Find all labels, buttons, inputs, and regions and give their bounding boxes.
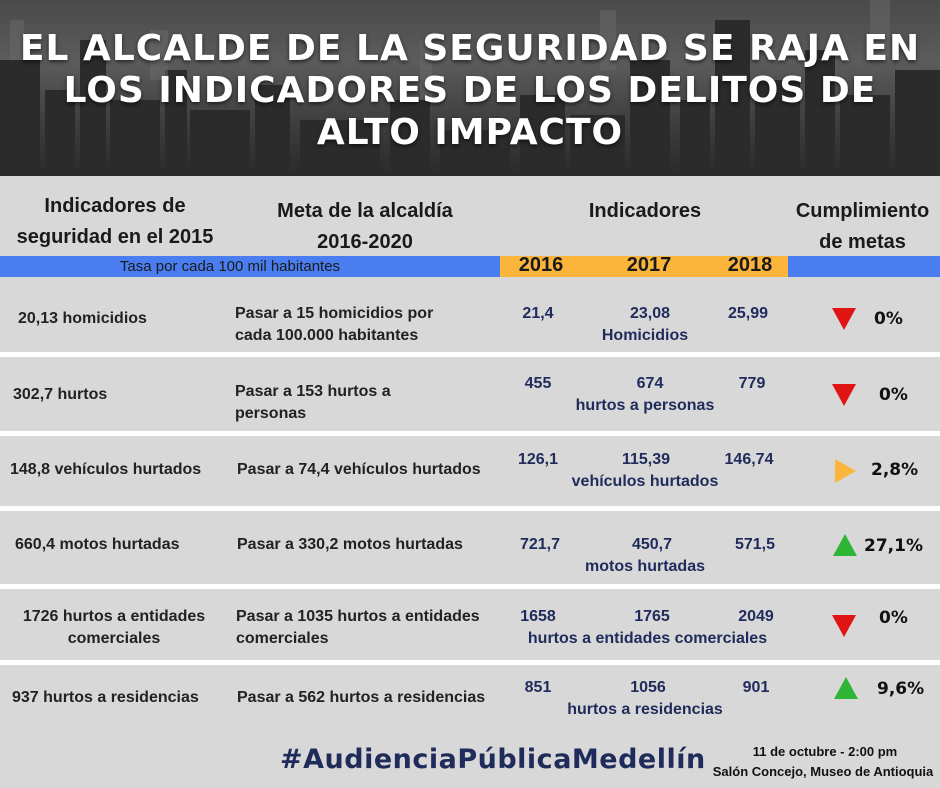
header-banner: EL ALCALDE DE LA SEGURIDAD SE RAJA EN LO…	[0, 0, 940, 176]
value-2017: 23,08	[629, 305, 671, 322]
baseline-cell: 937 hurtos a residencias	[12, 689, 199, 706]
column-header-line: Indicadores de	[44, 195, 186, 217]
value-2016: 126,1	[517, 451, 559, 468]
column-header-compliance: Cumplimiento de metas	[785, 196, 940, 258]
banner-title-line: LOS INDICADORES DE LOS DELITOS DE	[63, 70, 877, 111]
compliance-band	[788, 256, 940, 277]
year-2017: 2017	[626, 254, 672, 276]
goal-cell: Pasar a 562 hurtos a residencias	[237, 687, 485, 709]
row-divider	[0, 431, 940, 436]
goal-line: Pasar a 15 homicidios por	[235, 305, 434, 322]
value-2016: 455	[524, 375, 552, 392]
compliance-percent: 27,1%	[864, 536, 923, 556]
trend-right-icon	[835, 459, 856, 483]
banner-title: EL ALCALDE DE LA SEGURIDAD SE RAJA EN LO…	[0, 28, 940, 154]
baseline-cell: 1726 hurtos a entidades comerciales	[14, 606, 214, 650]
goal-line: Pasar a 562 hurtos a residencias	[237, 689, 486, 706]
event-place: Salón Concejo, Museo de Antioquia	[712, 764, 934, 779]
goal-line: personas	[235, 405, 307, 422]
compliance-percent: 9,6%	[877, 679, 925, 699]
rate-note: Tasa por cada 100 mil habitantes	[119, 258, 341, 275]
banner-title-line: EL ALCALDE DE LA SEGURIDAD SE RAJA EN	[19, 28, 921, 69]
goal-line: cada 100.000 habitantes	[235, 327, 419, 344]
value-2018: 146,74	[724, 451, 774, 468]
value-2017: 115,39	[621, 451, 671, 468]
indicator-label: motos hurtadas	[584, 558, 705, 575]
goal-cell: Pasar a 74,4 vehículos hurtados	[237, 459, 481, 481]
compliance-percent: 0%	[874, 309, 903, 329]
value-2016: 851	[524, 679, 552, 696]
column-header-baseline: Indicadores de seguridad en el 2015	[0, 191, 230, 253]
indicator-label: hurtos a residencias	[567, 701, 723, 718]
value-2016: 721,7	[519, 536, 561, 553]
compliance-percent: 0%	[879, 608, 908, 628]
column-header-indicators: Indicadores	[588, 200, 702, 222]
value-2017: 450,7	[631, 536, 673, 553]
goal-cell: Pasar a 153 hurtos a personas	[235, 381, 391, 425]
event-time: 11 de octubre - 2:00 pm	[752, 744, 898, 759]
value-2018: 25,99	[727, 305, 769, 322]
value-2016: 21,4	[522, 305, 554, 322]
years-band	[500, 256, 788, 277]
baseline-cell: 20,13 homicidios	[18, 310, 147, 327]
indicator-label: Homicidios	[601, 327, 689, 344]
indicator-label: hurtos a personas	[575, 397, 715, 414]
goal-line: Pasar a 330,2 motos hurtadas	[237, 536, 463, 553]
baseline-cell: 302,7 hurtos	[13, 386, 108, 403]
row-divider	[0, 660, 940, 665]
baseline-line: 1726 hurtos a entidades	[22, 608, 206, 625]
value-2017: 1056	[630, 679, 666, 696]
indicator-label: vehículos hurtados	[571, 473, 719, 490]
rate-band	[0, 256, 500, 277]
row-divider	[0, 584, 940, 589]
column-header-goal: Meta de la alcaldía 2016-2020	[240, 196, 490, 258]
compliance-percent: 2,8%	[871, 460, 919, 480]
goal-cell: Pasar a 15 homicidios por cada 100.000 h…	[235, 303, 433, 347]
year-2018: 2018	[727, 254, 773, 276]
trend-up-icon	[834, 677, 858, 699]
goal-cell: Pasar a 1035 hurtos a entidades comercia…	[236, 606, 480, 650]
baseline-cell: 660,4 motos hurtadas	[15, 536, 180, 553]
goal-line: comerciales	[236, 630, 329, 647]
banner-title-line: ALTO IMPACTO	[316, 112, 624, 153]
indicator-label: hurtos a entidades comerciales	[527, 630, 768, 647]
column-header-line: de metas	[819, 231, 906, 253]
column-header-line: 2016-2020	[317, 231, 413, 253]
trend-down-icon	[832, 615, 856, 637]
value-2018: 779	[738, 375, 766, 392]
goal-line: Pasar a 1035 hurtos a entidades	[236, 608, 480, 625]
year-2016: 2016	[518, 254, 564, 276]
goal-cell: Pasar a 330,2 motos hurtadas	[237, 534, 463, 556]
column-header-line: Cumplimiento	[795, 200, 930, 222]
column-header-line: seguridad en el 2015	[16, 226, 214, 248]
value-2016: 1658	[520, 608, 556, 625]
city-skyline-image	[0, 0, 940, 176]
row-divider	[0, 506, 940, 511]
compliance-percent: 0%	[879, 385, 908, 405]
value-2018: 901	[742, 679, 770, 696]
trend-down-icon	[832, 308, 856, 330]
baseline-line: comerciales	[67, 630, 161, 647]
hashtag: #AudienciaPúblicaMedellín	[280, 744, 706, 775]
column-header-line: Meta de la alcaldía	[277, 200, 453, 222]
goal-line: Pasar a 153 hurtos a	[235, 383, 391, 400]
baseline-cell: 148,8 vehículos hurtados	[10, 461, 202, 478]
row-divider	[0, 352, 940, 357]
trend-up-icon	[833, 534, 857, 556]
goal-line: Pasar a 74,4 vehículos hurtados	[237, 461, 481, 478]
value-2017: 674	[636, 375, 664, 392]
trend-down-icon	[832, 384, 856, 406]
value-2018: 571,5	[734, 536, 776, 553]
value-2018: 2049	[738, 608, 774, 625]
value-2017: 1765	[634, 608, 670, 625]
